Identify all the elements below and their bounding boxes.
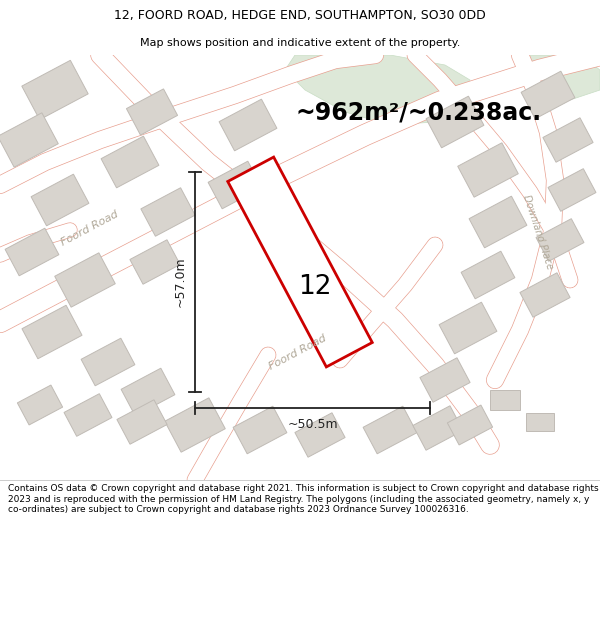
Polygon shape [295,412,345,458]
Polygon shape [101,136,159,188]
Polygon shape [285,55,470,125]
Polygon shape [219,99,277,151]
Polygon shape [490,390,520,410]
Polygon shape [5,228,59,276]
Polygon shape [117,400,167,444]
Polygon shape [420,357,470,402]
Polygon shape [439,302,497,354]
Polygon shape [22,61,88,119]
Text: Downland Place: Downland Place [521,193,555,271]
Polygon shape [461,251,515,299]
Polygon shape [448,405,493,445]
Polygon shape [81,338,135,386]
Text: 12: 12 [298,274,332,300]
Polygon shape [208,161,262,209]
Text: Contains OS data © Crown copyright and database right 2021. This information is : Contains OS data © Crown copyright and d… [8,484,598,514]
Polygon shape [521,71,575,119]
Text: 12, FOORD ROAD, HEDGE END, SOUTHAMPTON, SO30 0DD: 12, FOORD ROAD, HEDGE END, SOUTHAMPTON, … [114,9,486,22]
Polygon shape [64,394,112,436]
Polygon shape [127,89,178,135]
Polygon shape [520,272,570,318]
Text: Foord Road: Foord Road [268,332,328,371]
Polygon shape [141,188,195,236]
Polygon shape [0,112,58,168]
Polygon shape [548,169,596,211]
Polygon shape [536,219,584,261]
Polygon shape [121,368,175,416]
Polygon shape [228,157,372,367]
Polygon shape [130,240,180,284]
Text: ~962m²/~0.238ac.: ~962m²/~0.238ac. [295,100,541,124]
Polygon shape [426,96,484,148]
Polygon shape [469,196,527,248]
Polygon shape [55,253,115,308]
Text: Map shows position and indicative extent of the property.: Map shows position and indicative extent… [140,38,460,48]
Polygon shape [413,406,463,450]
Polygon shape [458,142,518,198]
Text: Foord Road: Foord Road [59,209,121,248]
Text: ~57.0m: ~57.0m [174,257,187,308]
Polygon shape [17,385,62,425]
Polygon shape [165,398,225,452]
Polygon shape [31,174,89,226]
Polygon shape [520,55,600,100]
Polygon shape [543,118,593,162]
Polygon shape [22,305,82,359]
Polygon shape [233,406,287,454]
Polygon shape [526,413,554,431]
Text: ~50.5m: ~50.5m [287,418,338,431]
Polygon shape [363,406,417,454]
